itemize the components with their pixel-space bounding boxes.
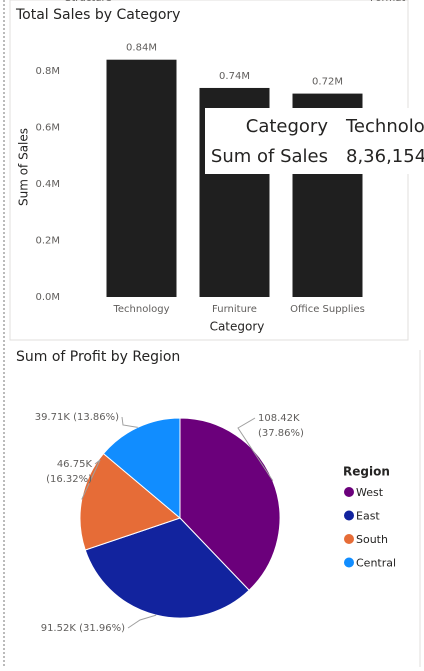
y-tick-label: 0.2M bbox=[35, 236, 60, 247]
legend-label: West bbox=[356, 486, 384, 499]
pie-slice bbox=[102, 417, 181, 520]
data-label: 91.52K (31.96%) bbox=[41, 623, 125, 634]
data-label: 0.84M bbox=[126, 43, 157, 54]
tooltip-key: Sum of Sales bbox=[211, 146, 328, 167]
legend-marker bbox=[344, 534, 354, 544]
legend-label: South bbox=[356, 533, 388, 546]
tab[interactable]: Format bbox=[370, 0, 405, 4]
leader-line bbox=[237, 417, 274, 482]
data-label: 0.72M bbox=[312, 77, 343, 88]
leader-line bbox=[81, 459, 101, 500]
x-tick-label: Technology bbox=[112, 304, 169, 315]
data-label: 0.74M bbox=[219, 71, 250, 82]
legend-title: Region bbox=[343, 465, 390, 479]
chart-title: Total Sales by Category bbox=[15, 7, 180, 23]
legend-marker bbox=[344, 510, 354, 521]
bar bbox=[106, 59, 177, 298]
tooltip-value: Technolo bbox=[345, 116, 424, 137]
data-label: (16.32%) bbox=[46, 474, 92, 485]
legend-label: East bbox=[356, 510, 380, 523]
pie-slice bbox=[84, 517, 250, 619]
data-label: (37.86%) bbox=[258, 428, 304, 439]
y-tick-label: 0.6M bbox=[35, 123, 60, 134]
data-label: 39.71K (13.86%) bbox=[35, 412, 119, 423]
chart-title: Sum of Profit by Region bbox=[16, 349, 180, 365]
x-axis-title: Category bbox=[210, 320, 265, 334]
leader-line bbox=[127, 614, 157, 629]
tab[interactable]: Structure bbox=[65, 0, 112, 4]
legend-marker bbox=[344, 487, 354, 497]
tooltip-key: Category bbox=[246, 116, 329, 137]
leader-line bbox=[121, 416, 138, 428]
x-tick-label: Furniture bbox=[212, 304, 257, 315]
data-label: 108.42K bbox=[258, 413, 300, 424]
y-tick-label: 0.4M bbox=[35, 179, 60, 190]
legend-label: Central bbox=[356, 557, 396, 570]
y-axis-title: Sum of Sales bbox=[17, 128, 31, 206]
tooltip-value: 8,36,154. bbox=[346, 146, 424, 167]
data-label: 46.75K bbox=[57, 459, 93, 470]
y-tick-label: 0.0M bbox=[35, 292, 60, 303]
y-tick-label: 0.8M bbox=[35, 66, 60, 77]
legend-marker bbox=[344, 557, 354, 568]
tooltip bbox=[205, 108, 424, 174]
x-tick-label: Office Supplies bbox=[290, 304, 365, 315]
